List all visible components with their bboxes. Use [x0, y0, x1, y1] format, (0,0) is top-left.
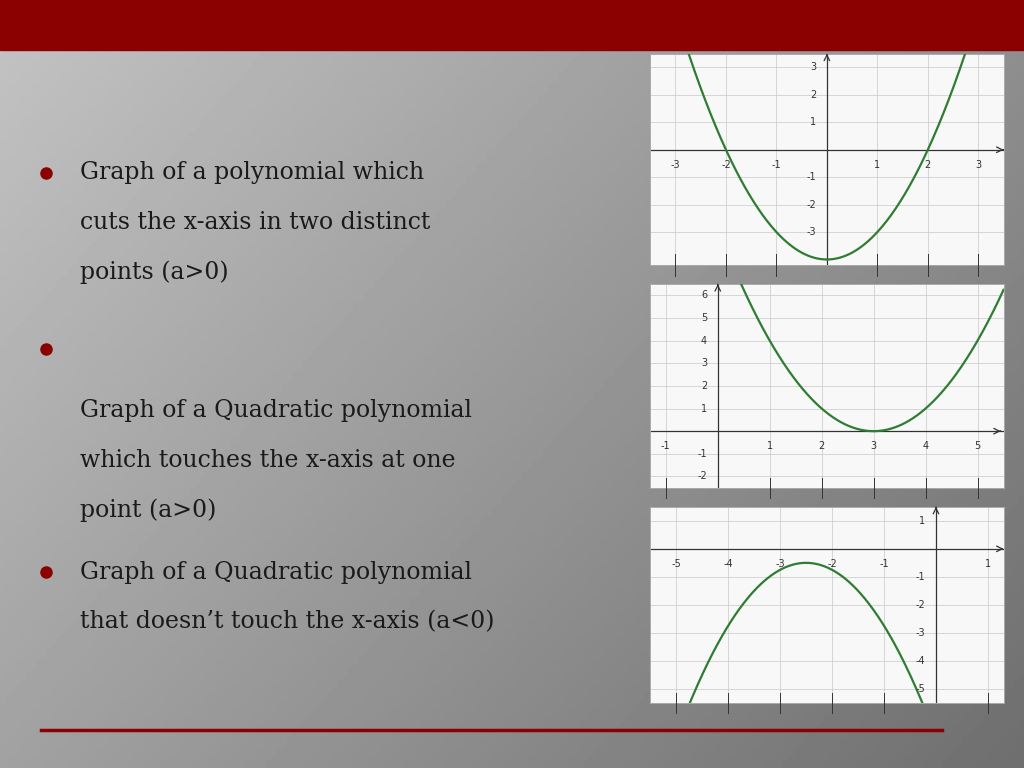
- Text: 3: 3: [975, 161, 981, 170]
- Text: -5: -5: [672, 558, 681, 568]
- Text: 4: 4: [923, 442, 929, 452]
- Text: that doesn’t touch the x-axis (a<0): that doesn’t touch the x-axis (a<0): [80, 611, 495, 634]
- Text: 3: 3: [810, 62, 816, 72]
- Text: -1: -1: [772, 161, 781, 170]
- Text: Graph of a Quadratic polynomial: Graph of a Quadratic polynomial: [80, 561, 472, 584]
- Text: 1: 1: [874, 161, 881, 170]
- Text: 2: 2: [810, 90, 816, 100]
- Text: 3: 3: [870, 442, 877, 452]
- Text: points (a>0): points (a>0): [80, 261, 228, 284]
- Text: -1: -1: [915, 572, 926, 582]
- Text: 4: 4: [701, 336, 708, 346]
- Text: -4: -4: [915, 656, 926, 666]
- Text: which touches the x-axis at one: which touches the x-axis at one: [80, 449, 456, 472]
- Bar: [0, 0, 1024, 50]
- Text: -1: -1: [807, 172, 816, 182]
- Text: -2: -2: [827, 558, 837, 568]
- Text: -1: -1: [697, 449, 708, 458]
- Text: 1: 1: [920, 516, 926, 526]
- Text: -1: -1: [880, 558, 889, 568]
- Text: 5: 5: [701, 313, 708, 323]
- Text: 2: 2: [818, 442, 824, 452]
- Text: Graph of a polynomial which: Graph of a polynomial which: [80, 161, 424, 184]
- Text: point (a>0): point (a>0): [80, 499, 216, 522]
- Text: -5: -5: [915, 684, 926, 694]
- Text: -2: -2: [915, 600, 926, 610]
- Text: -2: -2: [697, 472, 708, 482]
- Text: 3: 3: [701, 359, 708, 369]
- Text: 1: 1: [810, 118, 816, 127]
- Text: -2: -2: [721, 161, 731, 170]
- Text: -3: -3: [807, 227, 816, 237]
- Text: 2: 2: [925, 161, 931, 170]
- Text: cuts the x-axis in two distinct: cuts the x-axis in two distinct: [80, 211, 430, 234]
- Text: 1: 1: [985, 558, 991, 568]
- Text: -3: -3: [775, 558, 785, 568]
- Text: Graph of a Quadratic polynomial: Graph of a Quadratic polynomial: [80, 399, 472, 422]
- Text: -3: -3: [915, 627, 926, 637]
- Text: -3: -3: [671, 161, 680, 170]
- Text: 5: 5: [975, 442, 981, 452]
- Text: 1: 1: [767, 442, 773, 452]
- Text: -1: -1: [662, 442, 671, 452]
- Text: 2: 2: [701, 381, 708, 391]
- Text: 1: 1: [701, 403, 708, 413]
- Text: -4: -4: [723, 558, 733, 568]
- Text: 6: 6: [701, 290, 708, 300]
- Text: -2: -2: [807, 200, 816, 210]
